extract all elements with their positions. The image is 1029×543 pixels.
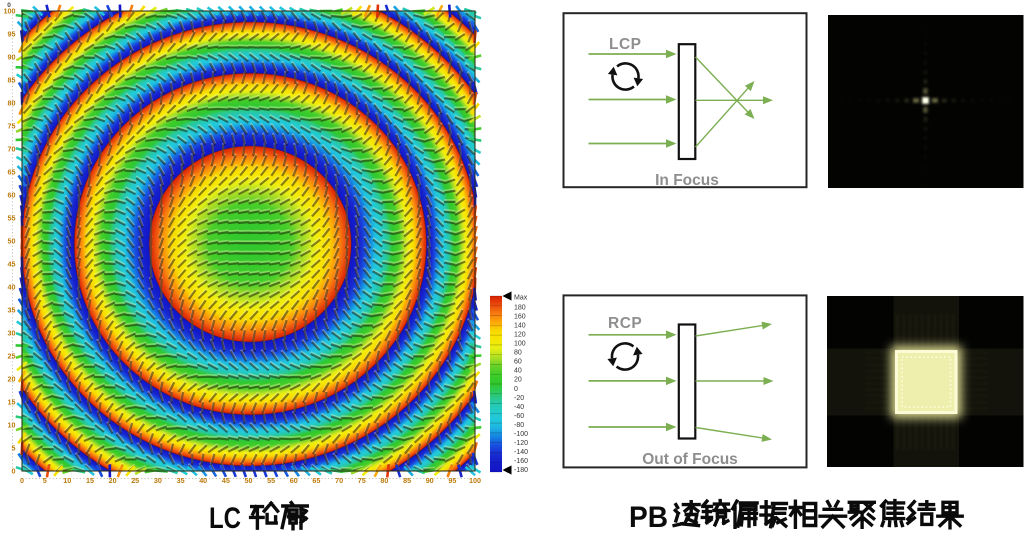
svg-text:20: 20 — [8, 374, 16, 383]
svg-text:15: 15 — [86, 476, 94, 485]
svg-text:In Focus: In Focus — [655, 172, 719, 189]
svg-text:100: 100 — [514, 341, 526, 348]
svg-text:90: 90 — [8, 52, 16, 61]
svg-text:PB: PB — [629, 501, 668, 534]
svg-text:Out of Focus: Out of Focus — [642, 451, 738, 468]
svg-text:65: 65 — [312, 476, 320, 485]
svg-text:85: 85 — [403, 476, 411, 485]
svg-text:LC: LC — [209, 502, 241, 535]
svg-text:-120: -120 — [514, 440, 528, 447]
svg-text:0: 0 — [7, 2, 11, 9]
svg-text:80: 80 — [380, 476, 388, 485]
svg-text:65: 65 — [8, 167, 16, 176]
svg-text:160: 160 — [514, 314, 526, 321]
svg-text:35: 35 — [8, 305, 16, 314]
svg-text:-80: -80 — [514, 422, 524, 429]
svg-text:45: 45 — [222, 476, 230, 485]
svg-text:20: 20 — [514, 377, 522, 384]
svg-text:140: 140 — [514, 323, 526, 330]
svg-text:95: 95 — [8, 29, 16, 38]
svg-text:60: 60 — [290, 476, 298, 485]
svg-text:0: 0 — [20, 476, 24, 485]
svg-text:40: 40 — [199, 476, 207, 485]
svg-text:Max: Max — [514, 295, 528, 302]
svg-text:90: 90 — [426, 476, 434, 485]
svg-text:85: 85 — [8, 75, 16, 84]
svg-text:70: 70 — [335, 476, 343, 485]
svg-text:-100: -100 — [514, 431, 528, 438]
svg-text:10: 10 — [63, 476, 71, 485]
svg-text:100: 100 — [469, 476, 481, 485]
svg-text:75: 75 — [8, 121, 16, 130]
svg-text:-40: -40 — [514, 404, 524, 411]
svg-text:25: 25 — [131, 476, 139, 485]
svg-text:60: 60 — [514, 359, 522, 366]
svg-text:-160: -160 — [514, 458, 528, 465]
svg-text:40: 40 — [514, 368, 522, 375]
svg-text:5: 5 — [43, 476, 47, 485]
svg-text:15: 15 — [8, 397, 16, 406]
svg-text:180: 180 — [514, 305, 526, 312]
svg-text:45: 45 — [8, 259, 16, 268]
svg-text:75: 75 — [358, 476, 366, 485]
svg-text:30: 30 — [8, 328, 16, 337]
svg-text:55: 55 — [267, 476, 275, 485]
svg-text:25: 25 — [8, 351, 16, 360]
svg-text:-20: -20 — [514, 395, 524, 402]
svg-text:0: 0 — [514, 386, 518, 393]
svg-text:70: 70 — [8, 144, 16, 153]
svg-text:95: 95 — [448, 476, 456, 485]
svg-text:20: 20 — [109, 476, 117, 485]
svg-text:50: 50 — [245, 476, 253, 485]
svg-text:RCP: RCP — [608, 315, 642, 332]
svg-text:5: 5 — [12, 443, 16, 452]
svg-text:55: 55 — [8, 213, 16, 222]
svg-text:-180: -180 — [514, 467, 528, 474]
svg-text:35: 35 — [177, 476, 185, 485]
svg-text:-140: -140 — [514, 449, 528, 456]
svg-text:120: 120 — [514, 332, 526, 339]
svg-text:100: 100 — [4, 6, 16, 15]
svg-text:60: 60 — [8, 190, 16, 199]
svg-text:LCP: LCP — [609, 36, 642, 53]
svg-text:10: 10 — [8, 420, 16, 429]
svg-text:0: 0 — [12, 466, 16, 475]
svg-text:40: 40 — [8, 282, 16, 291]
svg-text:80: 80 — [8, 98, 16, 107]
svg-text:-60: -60 — [514, 413, 524, 420]
svg-text:80: 80 — [514, 350, 522, 357]
svg-text:50: 50 — [8, 236, 16, 245]
svg-text:30: 30 — [154, 476, 162, 485]
